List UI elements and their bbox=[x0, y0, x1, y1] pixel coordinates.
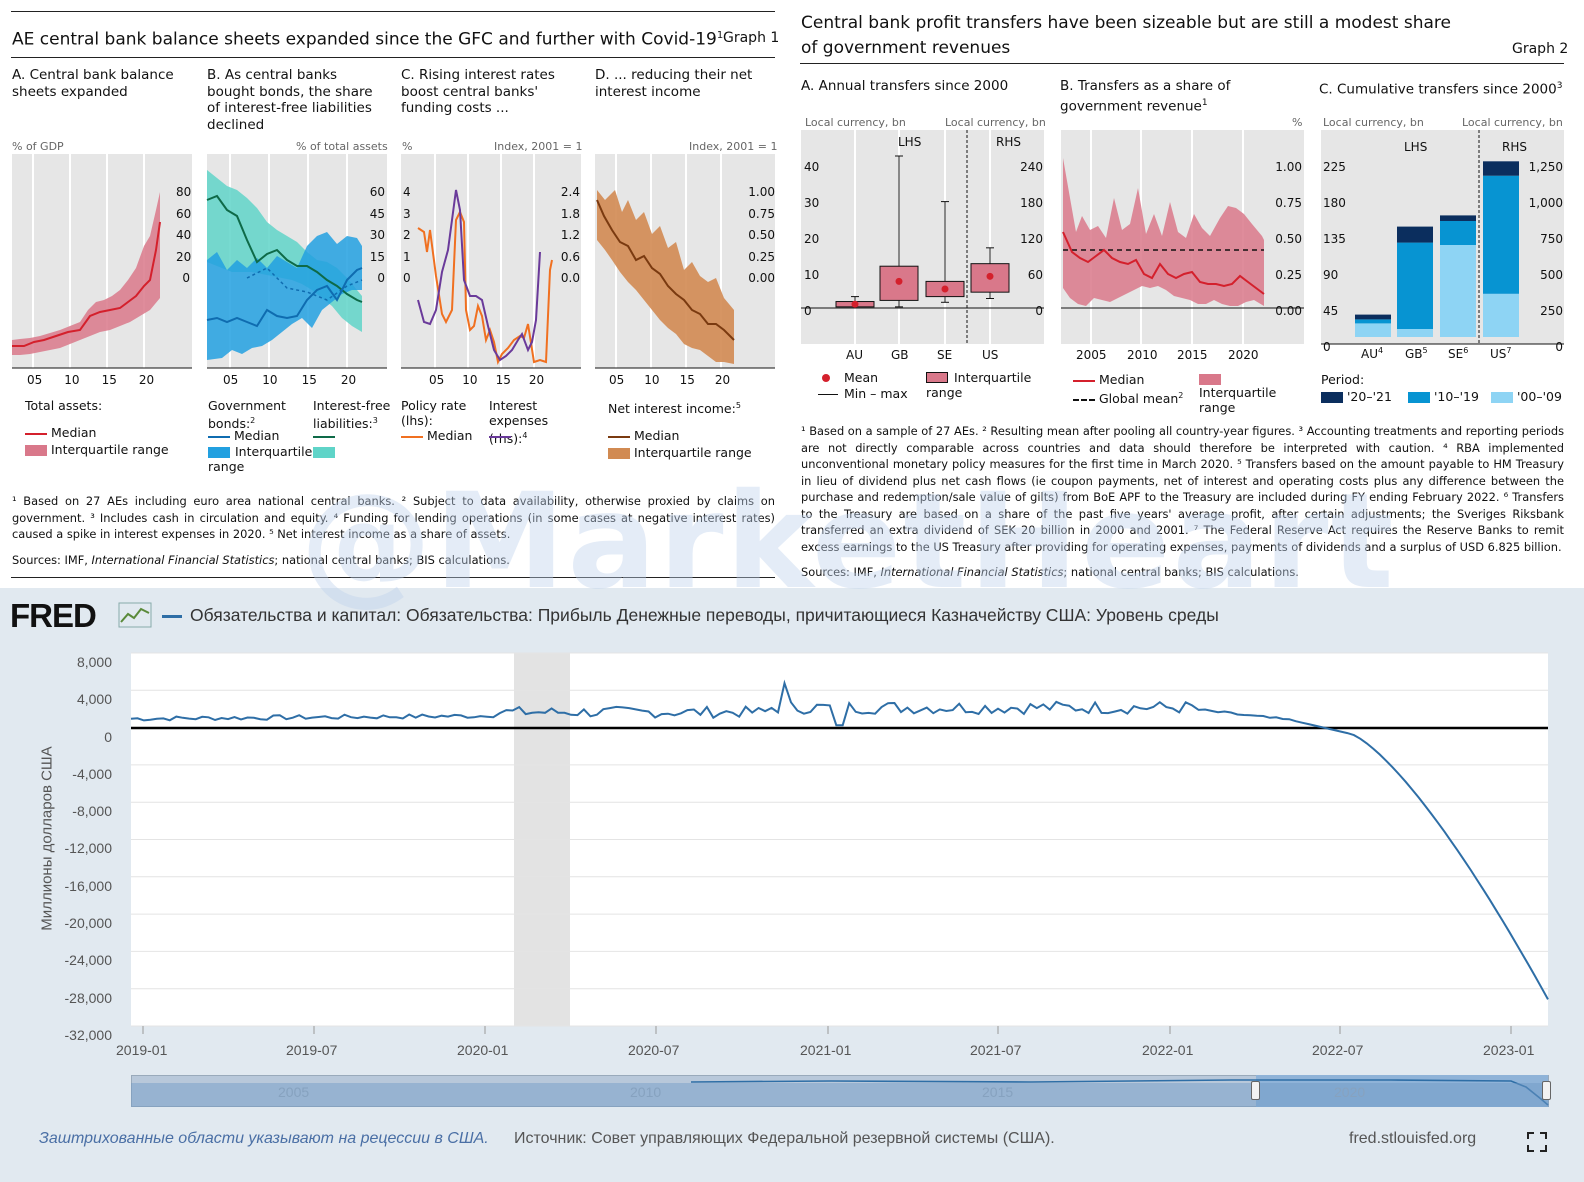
g1-notes: ¹ Based on 27 AEs including euro area na… bbox=[12, 494, 775, 541]
g2a-boxes bbox=[835, 155, 1010, 309]
g2c-unit-left: Local currency, bn bbox=[1323, 116, 1424, 129]
g2-sources: Sources: IMF, International Financial St… bbox=[801, 565, 1299, 579]
fred-logo-chart-icon bbox=[118, 602, 152, 628]
g2c-side-rhs: RHS bbox=[1502, 140, 1527, 154]
g2a-side-lhs: LHS bbox=[898, 135, 922, 149]
g1-d-unit: Index, 2001 = 1 bbox=[689, 140, 778, 153]
g1a-yticks: 80 60 40 20 0 bbox=[176, 185, 192, 285]
fred-y-label: Миллионы долларов США bbox=[38, 746, 56, 931]
g1-a-unit: % of GDP bbox=[12, 140, 64, 153]
graph1-charts bbox=[12, 154, 775, 369]
g1c-policy-rate-line bbox=[417, 209, 553, 366]
g2a-unit-left: Local currency, bn bbox=[805, 116, 906, 129]
g2c-yticks-left: 225 180 135 90 45 0 bbox=[1323, 160, 1346, 354]
g1d-xticks: 05 10 15 20 bbox=[609, 373, 731, 387]
bar-AU-0 bbox=[1355, 323, 1391, 337]
g1d-yticks: 1.00 0.75 0.50 0.25 0.00 bbox=[748, 185, 775, 285]
g2a-unit-right: Local currency, bn bbox=[945, 116, 1046, 129]
mean-dot-GB bbox=[895, 277, 903, 285]
bar-GB-2 bbox=[1397, 226, 1433, 243]
g2a-yticks-left: 40 30 20 10 0 bbox=[804, 160, 820, 318]
fred-source: Источник: Совет управляющих Федеральной … bbox=[514, 1130, 1055, 1147]
g1-b-unit: % of total assets bbox=[296, 140, 388, 153]
g1c-xticks: 05 10 15 20 bbox=[429, 373, 545, 387]
g1-panel-d-title: D. ... reducing their net interest incom… bbox=[595, 67, 753, 100]
graph1-label: Graph 1 bbox=[723, 30, 780, 46]
bar-AU-1 bbox=[1355, 319, 1391, 324]
g1a-iqr-band bbox=[12, 192, 160, 355]
bar-SE-0 bbox=[1440, 245, 1476, 337]
g1b-interest-free-median bbox=[206, 194, 363, 303]
g2c-bars bbox=[1355, 161, 1519, 337]
mean-dot-SE bbox=[941, 285, 949, 293]
g2c-unit-right: Local currency, bn bbox=[1462, 116, 1563, 129]
g1b-bonds-median bbox=[206, 267, 363, 328]
g1b-yticks: 60 45 30 15 0 bbox=[369, 185, 385, 285]
fred-navigator-series bbox=[131, 1079, 1549, 1107]
g2b-iqr-band bbox=[1063, 158, 1264, 306]
mean-dot-AU bbox=[851, 300, 859, 308]
g1d-iqr-band bbox=[597, 190, 734, 364]
bar-GB-1 bbox=[1397, 242, 1433, 329]
g1a-legend: Total assets: Median Interquartile range bbox=[25, 398, 169, 457]
graph1-title: AE central bank balance sheets expanded … bbox=[12, 29, 724, 50]
g1b-xticks: 05 10 15 20 bbox=[223, 373, 357, 387]
fred-x-ticks: 2019-01 2019-07 2020-01 2020-07 2021-01 … bbox=[116, 1042, 1535, 1058]
bar-AU-2 bbox=[1355, 314, 1391, 320]
bar-GB-0 bbox=[1397, 329, 1433, 337]
g1-sources: Sources: IMF, International Financial St… bbox=[12, 553, 510, 567]
fred-navigator-handle-right[interactable] bbox=[1542, 1081, 1551, 1100]
bar-SE-1 bbox=[1440, 221, 1476, 245]
g1-panel-a-title: A. Central bank balance sheets expanded bbox=[12, 67, 174, 100]
g2a-side-rhs: RHS bbox=[996, 135, 1021, 149]
bar-US-1 bbox=[1483, 175, 1519, 294]
g2-panel-b-title: B. Transfers as a share of government re… bbox=[1060, 78, 1231, 114]
graph2-label: Graph 2 bbox=[1512, 41, 1569, 57]
g2a-yticks-right: 240 180 120 60 0 bbox=[1020, 160, 1043, 318]
g1-panel-c-title: C. Rising interest rates boost central b… bbox=[401, 67, 555, 116]
g1c-yticks-right: 2.4 1.8 1.2 0.6 0.0 bbox=[560, 185, 580, 285]
fred-recession-note: Заштрихованные области указывают на реце… bbox=[39, 1130, 489, 1147]
mean-dot-US bbox=[986, 272, 994, 280]
bar-US-2 bbox=[1483, 161, 1519, 176]
g2b-unit: % bbox=[1292, 116, 1303, 129]
graph2-title: Central bank profit transfers have been … bbox=[801, 13, 1451, 58]
g2b-median-line bbox=[1062, 231, 1265, 295]
g2-notes: ¹ Based on a sample of 27 AEs. ² Resulti… bbox=[801, 424, 1564, 554]
g1a-plot-bg bbox=[12, 154, 192, 368]
fred-series-svg bbox=[130, 652, 1549, 1034]
fred-series-line bbox=[130, 679, 1549, 1000]
fred-site-link[interactable]: fred.stlouisfed.org bbox=[1349, 1130, 1477, 1147]
watermark: @MarketHeart bbox=[300, 465, 1396, 619]
bar-US-0 bbox=[1483, 293, 1519, 337]
g2-panel-a-title: A. Annual transfers since 2000 bbox=[801, 78, 1009, 94]
fred-y-ticks: 8,000 4,000 0 -4,000 -8,000 -12,000 -16,000 -20… bbox=[64, 654, 112, 1043]
g2c-side-lhs: LHS bbox=[1404, 140, 1428, 154]
iqr-box-US bbox=[970, 263, 1010, 293]
g1a-xticks: 05 10 15 20 bbox=[27, 373, 155, 387]
g1b-bonds-band bbox=[207, 232, 362, 360]
fred-series-title[interactable]: Обязательства и капитал: Обязательства: … bbox=[162, 605, 1219, 626]
g1b-bonds-median-dashed bbox=[246, 267, 363, 301]
fullscreen-icon[interactable] bbox=[1527, 1132, 1547, 1152]
g1-panel-b-title: B. As central banks bought bonds, the sh… bbox=[207, 67, 373, 133]
g1-c-unit-right: Index, 2001 = 1 bbox=[494, 140, 583, 153]
g2c-legend: Period: '20–'21 '10–'19 '00–'09 bbox=[1321, 372, 1562, 404]
graph2-charts bbox=[801, 130, 1564, 345]
bar-SE-2 bbox=[1440, 215, 1476, 221]
g1d-legend: Net interest income:5 Median Interquarti… bbox=[608, 401, 752, 461]
g1d-median-line bbox=[596, 199, 735, 341]
g1c-interest-expenses-line bbox=[417, 189, 541, 362]
fred-logo[interactable]: FRED bbox=[10, 597, 97, 634]
fred-navigator-handle-left[interactable] bbox=[1251, 1081, 1260, 1100]
g1a-median-line bbox=[12, 221, 161, 347]
fred-chart-panel: FRED Обязательства и капитал: Обязательс… bbox=[0, 588, 1584, 1182]
g2b-yticks: 1.00 0.75 0.50 0.25 0.00 bbox=[1275, 160, 1302, 318]
g2-panel-c-title: C. Cumulative transfers since 20003 bbox=[1319, 81, 1563, 98]
g2c-yticks-right: 1,250 1,000 750 500 250 0 bbox=[1528, 160, 1563, 354]
g2a-plot-bg bbox=[801, 130, 1044, 344]
g1-c-unit-left: % bbox=[402, 140, 413, 153]
